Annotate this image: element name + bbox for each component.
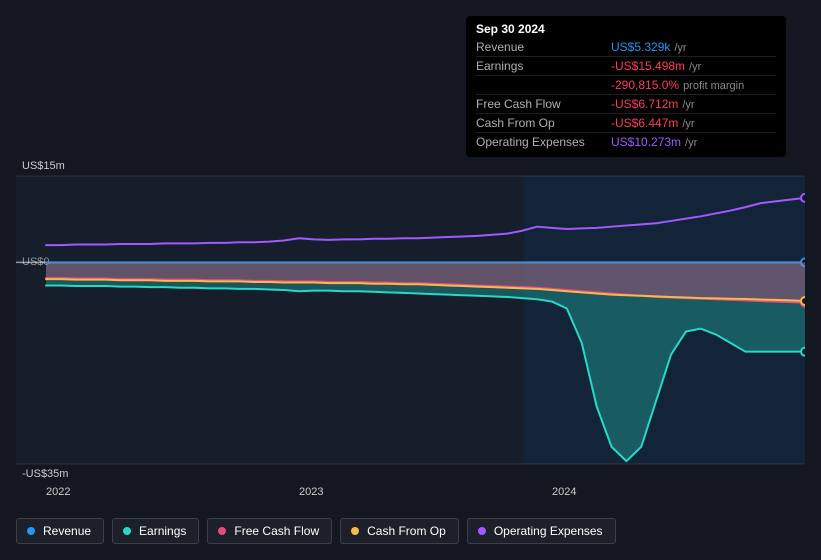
chart-legend: Revenue Earnings Free Cash Flow Cash From O… bbox=[16, 518, 616, 544]
legend-item-cfo[interactable]: Cash From Op bbox=[340, 518, 459, 544]
tooltip-row-value: -US$6.447m/yr bbox=[611, 114, 776, 133]
tooltip-row-value: US$10.273m/yr bbox=[611, 133, 776, 152]
tooltip-title: Sep 30 2024 bbox=[476, 22, 776, 38]
legend-item-fcf[interactable]: Free Cash Flow bbox=[207, 518, 332, 544]
legend-dot-icon bbox=[218, 527, 226, 535]
x-axis-label: 2022 bbox=[46, 486, 70, 498]
legend-item-label: Cash From Op bbox=[367, 524, 446, 538]
tooltip-row-label: Operating Expenses bbox=[476, 133, 611, 152]
tooltip-table: RevenueUS$5.329k/yrEarnings-US$15.498m/y… bbox=[476, 38, 776, 151]
x-axis-label: 2024 bbox=[552, 486, 576, 498]
tooltip-row-value: -US$6.712m/yr bbox=[611, 95, 776, 114]
tooltip-row: Earnings-US$15.498m/yr bbox=[476, 57, 776, 76]
tooltip-row: Operating ExpensesUS$10.273m/yr bbox=[476, 133, 776, 152]
tooltip-row: -290,815.0%profit margin bbox=[476, 76, 776, 95]
chart-tooltip: Sep 30 2024 RevenueUS$5.329k/yrEarnings-… bbox=[466, 16, 786, 157]
tooltip-row-label bbox=[476, 76, 611, 95]
legend-dot-icon bbox=[27, 527, 35, 535]
tooltip-row-label: Cash From Op bbox=[476, 114, 611, 133]
legend-item-earnings[interactable]: Earnings bbox=[112, 518, 199, 544]
tooltip-row-label: Free Cash Flow bbox=[476, 95, 611, 114]
legend-dot-icon bbox=[478, 527, 486, 535]
legend-item-label: Operating Expenses bbox=[494, 524, 603, 538]
x-axis-label: 2023 bbox=[299, 486, 323, 498]
legend-item-label: Earnings bbox=[139, 524, 186, 538]
chart-plot-area[interactable] bbox=[16, 160, 805, 480]
tooltip-row-value: -290,815.0%profit margin bbox=[611, 76, 776, 95]
legend-item-revenue[interactable]: Revenue bbox=[16, 518, 104, 544]
tooltip-row-value: US$5.329k/yr bbox=[611, 38, 776, 57]
legend-item-label: Free Cash Flow bbox=[234, 524, 319, 538]
tooltip-row: Free Cash Flow-US$6.712m/yr bbox=[476, 95, 776, 114]
legend-item-label: Revenue bbox=[43, 524, 91, 538]
legend-dot-icon bbox=[123, 527, 131, 535]
legend-item-opex[interactable]: Operating Expenses bbox=[467, 518, 616, 544]
tooltip-row: Cash From Op-US$6.447m/yr bbox=[476, 114, 776, 133]
tooltip-row-label: Revenue bbox=[476, 38, 611, 57]
tooltip-row: RevenueUS$5.329k/yr bbox=[476, 38, 776, 57]
tooltip-row-value: -US$15.498m/yr bbox=[611, 57, 776, 76]
tooltip-row-label: Earnings bbox=[476, 57, 611, 76]
legend-dot-icon bbox=[351, 527, 359, 535]
chart-svg bbox=[16, 160, 805, 480]
